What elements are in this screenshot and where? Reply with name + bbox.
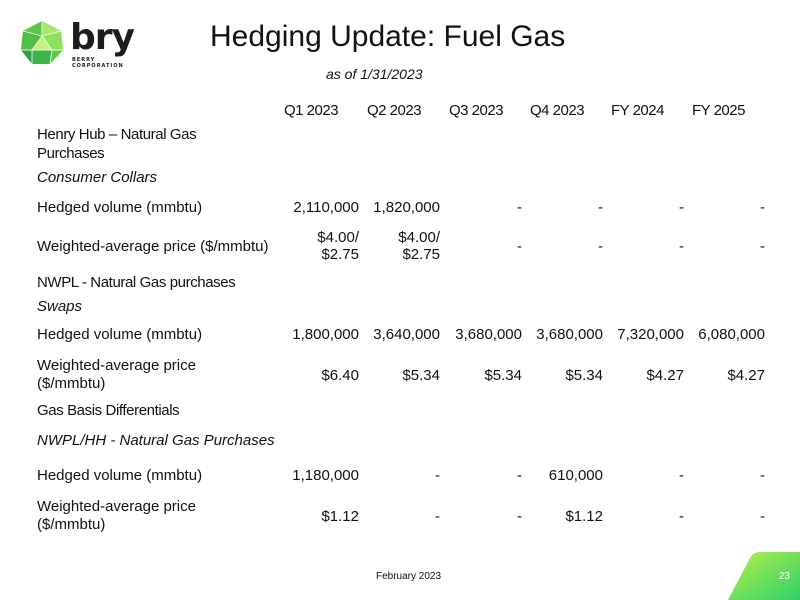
cell-value: -: [517, 508, 522, 525]
row-label-weighted-average-price: Weighted-average price ($/mmbtu): [37, 498, 196, 533]
subheading-nwpl-hh: NWPL/HH - Natural Gas Purchases: [37, 432, 275, 449]
cell-value: $5.34: [565, 367, 603, 384]
page-title: Hedging Update: Fuel Gas: [210, 20, 566, 53]
cell-value: -: [760, 199, 765, 216]
footer-date: February 2023: [376, 571, 442, 582]
subheading-swaps: Swaps: [37, 298, 83, 315]
cell-value: $6.40: [321, 367, 359, 384]
cell-value-collar-price: $4.00/ $2.75: [398, 229, 440, 263]
cell-value: 7,320,000: [617, 326, 684, 343]
row-label-weighted-average-price: Weighted-average price ($/mmbtu): [37, 238, 269, 255]
cell-value: -: [760, 508, 765, 525]
cell-value: $5.34: [484, 367, 522, 384]
cell-value: $1.12: [321, 508, 359, 525]
cell-value: 3,680,000: [536, 326, 603, 343]
cell-value-collar-price: $4.00/ $2.75: [317, 229, 359, 263]
cell-value: -: [679, 467, 684, 484]
cell-value: -: [517, 467, 522, 484]
cell-value: 1,180,000: [292, 467, 359, 484]
section-heading-henry-hub: Henry Hub – Natural Gas Purchases: [37, 126, 197, 162]
cell-value: -: [435, 508, 440, 525]
cell-value: $4.27: [727, 367, 765, 384]
page-subtitle: as of 1/31/2023: [326, 66, 423, 82]
column-header-fy-2025: FY 2025: [692, 102, 745, 119]
cell-value: 610,000: [548, 467, 603, 484]
page-number: 23: [778, 571, 790, 582]
cell-value: -: [679, 508, 684, 525]
row-label-hedged-volume: Hedged volume (mmbtu): [37, 467, 203, 484]
cell-value: $1.12: [565, 508, 603, 525]
cell-value: 1,800,000: [292, 326, 359, 343]
logo-corporation-text: BERRY CORPORATION: [72, 57, 124, 69]
column-header-q4-2023: Q4 2023: [530, 102, 585, 119]
cell-value: 2,110,000: [293, 199, 359, 216]
cell-value: 3,640,000: [373, 326, 440, 343]
column-header-fy-2024: FY 2024: [611, 102, 664, 119]
cell-value: -: [517, 199, 522, 216]
cell-value: -: [435, 467, 440, 484]
cell-value: 3,680,000: [455, 326, 522, 343]
cell-value: -: [679, 238, 684, 255]
column-header-q3-2023: Q3 2023: [449, 102, 504, 119]
row-label-weighted-average-price: Weighted-average price ($/mmbtu): [37, 357, 196, 392]
cell-value: 6,080,000: [698, 326, 765, 343]
logo-wordmark: bry: [70, 17, 135, 58]
corner-accent-shape: [728, 552, 800, 600]
company-logo: bry BERRY CORPORATION: [20, 17, 140, 72]
cell-value: -: [598, 238, 603, 255]
gem-logo-icon: [21, 21, 63, 65]
cell-value: -: [760, 467, 765, 484]
cell-value: -: [517, 238, 522, 255]
cell-value: 1,820,000: [373, 199, 440, 216]
row-label-hedged-volume: Hedged volume (mmbtu): [37, 326, 203, 343]
row-label-hedged-volume: Hedged volume (mmbtu): [37, 199, 203, 216]
column-header-q2-2023: Q2 2023: [367, 102, 422, 119]
cell-value: -: [598, 199, 603, 216]
cell-value: $5.34: [402, 367, 440, 384]
subheading-consumer-collars: Consumer Collars: [37, 169, 158, 186]
cell-value: -: [760, 238, 765, 255]
section-heading-gas-basis-differentials: Gas Basis Differentials: [37, 402, 180, 419]
column-header-q1-2023: Q1 2023: [284, 102, 339, 119]
section-heading-nwpl: NWPL - Natural Gas purchases: [37, 274, 236, 291]
cell-value: -: [679, 199, 684, 216]
cell-value: $4.27: [646, 367, 684, 384]
